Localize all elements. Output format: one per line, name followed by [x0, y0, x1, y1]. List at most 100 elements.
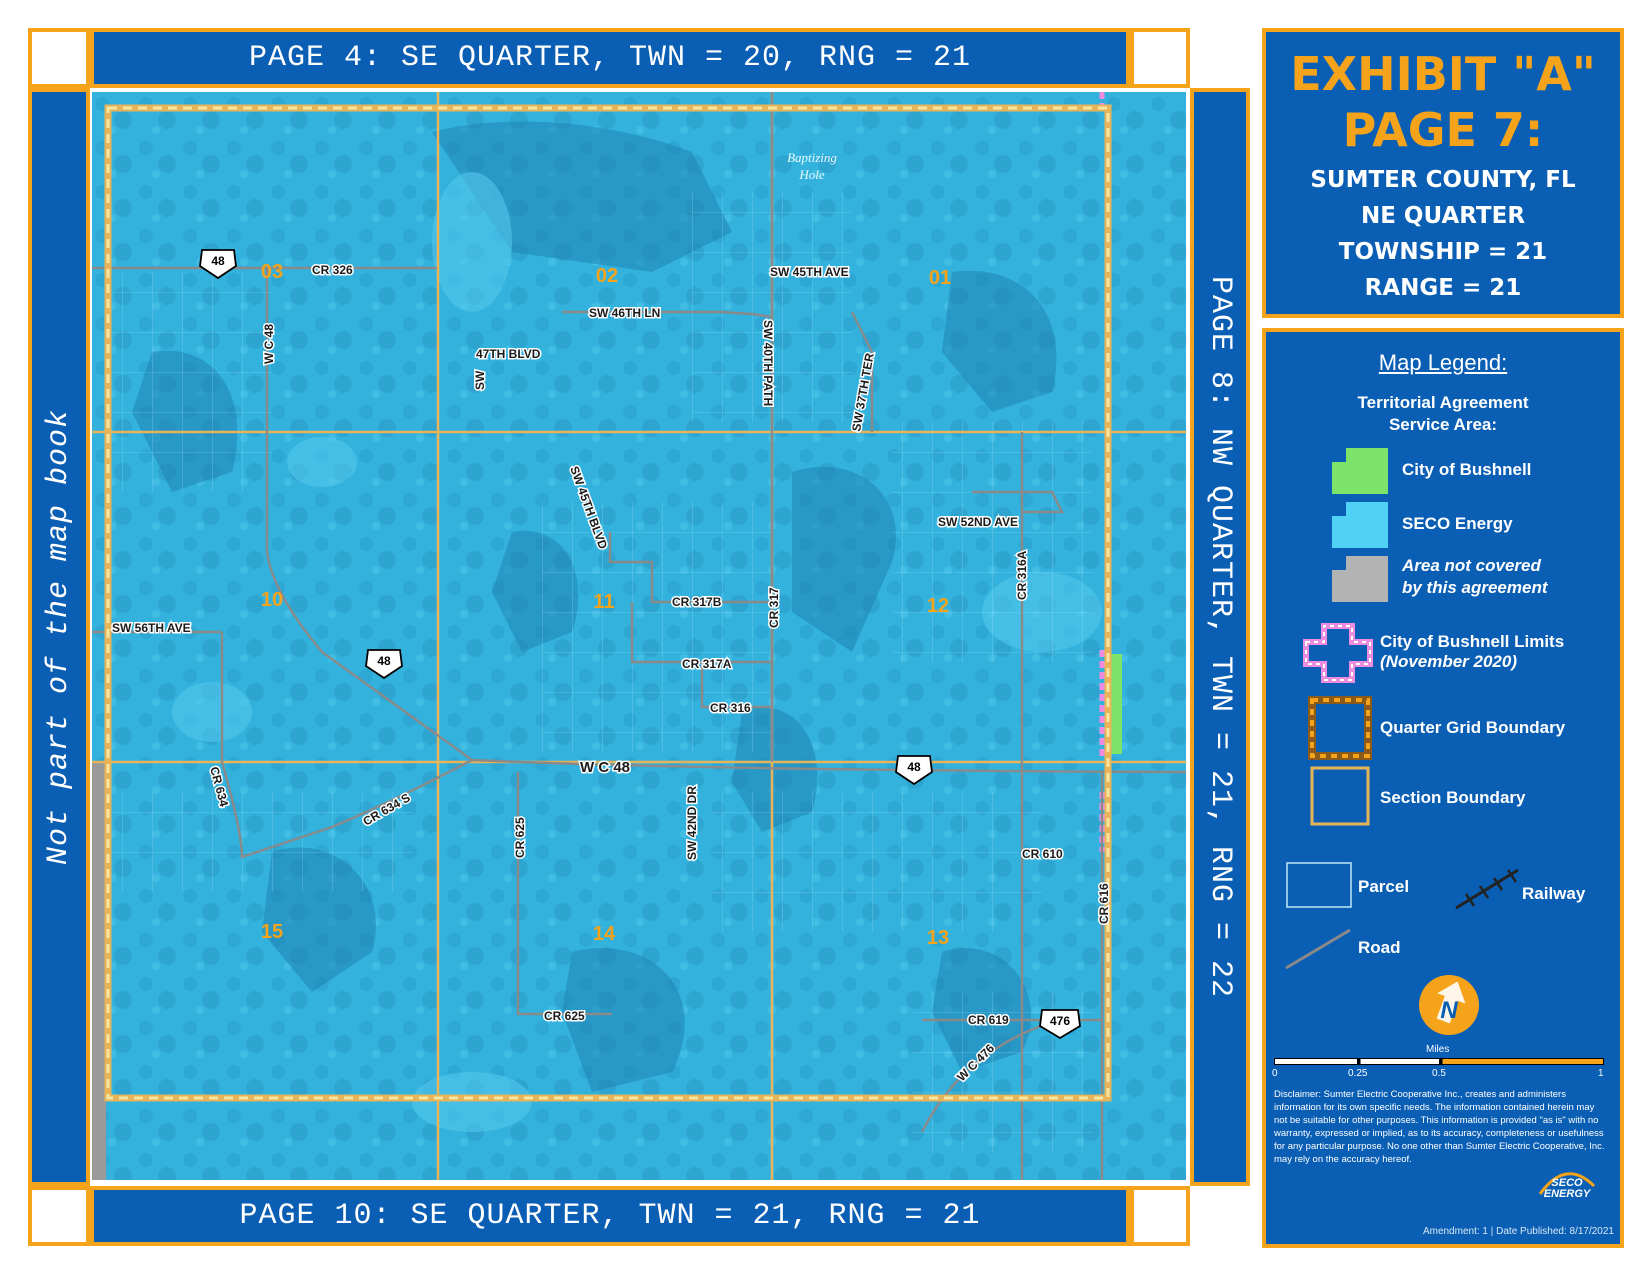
route-shield-48b: 48: [365, 649, 403, 680]
bushnell-swatch: [1332, 448, 1388, 494]
seco-logo-icon: [1538, 1172, 1596, 1195]
corner-top-left: [28, 28, 90, 88]
road-label: CR 625: [544, 1009, 585, 1023]
road-label: CR 316A: [1015, 550, 1029, 600]
road-label: CR 317: [767, 587, 781, 628]
road-label: CR 317A: [682, 657, 732, 671]
road-label: SW 46TH LN: [589, 306, 660, 320]
legend-label-section: Section Boundary: [1380, 788, 1526, 807]
legend-label-limits-2: (November 2020): [1380, 652, 1518, 671]
parcel-swatch: [1286, 862, 1352, 908]
section-number: 11: [593, 591, 614, 613]
nav-top-label: PAGE 4: SE QUARTER, TWN = 20, RNG = 21: [248, 41, 972, 75]
section-number: 03: [261, 261, 283, 283]
section-number: 12: [927, 595, 949, 617]
route-shield-48a: 48: [199, 249, 237, 280]
section-number: 10: [261, 589, 283, 611]
section-number: 02: [596, 265, 618, 287]
nav-bottom-label: PAGE 10: SE QUARTER, TWN = 21, RNG = 21: [239, 1199, 981, 1233]
quarter-grid-swatch: [1308, 696, 1372, 760]
route-shield-48c: 48: [895, 755, 933, 786]
road-label: CR 625: [513, 817, 527, 858]
section-number: 15: [261, 921, 283, 943]
shield-number: 48: [211, 254, 225, 268]
map-canvas[interactable]: Baptizing Hole 03 02 01 10 11 12 15 14 1…: [92, 92, 1186, 1180]
disclaimer-text: Disclaimer: Sumter Electric Cooperative …: [1274, 1089, 1605, 1165]
not-covered-swatch: [1332, 556, 1388, 602]
road-label: 47TH BLVD: [476, 347, 541, 361]
route-shield-476: 476: [1039, 1009, 1081, 1040]
corner-bottom-left: [28, 1186, 90, 1246]
title-panel: EXHIBIT "A" PAGE 7: SUMTER COUNTY, FL NE…: [1262, 28, 1624, 318]
shield-number: 48: [907, 760, 921, 774]
county-label: SUMTER COUNTY, FL: [1310, 167, 1576, 193]
section-number: 01: [929, 267, 951, 289]
nav-left-panel: Not part of the map book: [28, 88, 90, 1186]
scale-tick-1: 1: [1598, 1068, 1604, 1079]
legend-label-railway: Railway: [1522, 884, 1586, 903]
north-label: N: [1440, 997, 1458, 1024]
road-label: CR 616: [1097, 883, 1111, 924]
scale-tick-05: 0.5: [1432, 1068, 1446, 1079]
road-label: W C 48: [262, 324, 276, 364]
nav-left-label: Not part of the map book: [42, 408, 76, 866]
north-arrow-icon: N: [1419, 975, 1479, 1035]
shield-number: 476: [1050, 1014, 1070, 1028]
road-label: SW 45TH AVE: [770, 265, 849, 279]
legend-label-seco: SECO Energy: [1402, 514, 1513, 533]
legend-label-road: Road: [1358, 938, 1401, 957]
legend-label-not-covered-1: Area not covered: [1402, 556, 1541, 575]
road-label: SW 56TH AVE: [112, 621, 191, 635]
legend-label-bushnell: City of Bushnell: [1402, 460, 1532, 479]
legend-title: Map Legend:: [1378, 350, 1508, 375]
road-label: SW 40TH PATH: [761, 320, 775, 406]
road-label: CR 316: [710, 701, 751, 715]
legend-label-limits-1: City of Bushnell Limits: [1380, 632, 1565, 651]
section-swatch: [1310, 766, 1370, 826]
road-label: SW 52ND AVE: [938, 515, 1018, 529]
road-label: CR 326: [312, 263, 353, 277]
road-label: CR 317B: [672, 595, 722, 609]
legend-subtitle-line2: Service Area:: [1388, 415, 1498, 434]
section-number: 14: [593, 923, 616, 945]
road-label: CR 610: [1022, 847, 1063, 861]
scale-tick-025: 0.25: [1348, 1068, 1368, 1079]
logo-text: SECO ENERGY: [1543, 1177, 1591, 1200]
water-label-line1: Baptizing: [787, 150, 837, 165]
exhibit-title: EXHIBIT "A": [1290, 47, 1596, 101]
shield-number: 48: [377, 654, 391, 668]
seco-swatch: [1332, 502, 1388, 548]
area-not-covered-strip: [92, 762, 106, 1180]
legend-label-quarter-grid: Quarter Grid Boundary: [1380, 718, 1566, 737]
nav-right-label: PAGE 8: NW QUARTER, TWN = 21, RNG = 22: [1203, 275, 1237, 999]
railway-swatch: [1455, 868, 1519, 910]
section-number: 13: [927, 927, 949, 949]
corner-bottom-right: [1130, 1186, 1190, 1246]
legend-subtitle-line1: Territorial Agreement: [1357, 393, 1529, 412]
nav-right-page-link[interactable]: PAGE 8: NW QUARTER, TWN = 21, RNG = 22: [1190, 88, 1250, 1186]
road-label: W C 48: [580, 759, 630, 776]
scale-unit: Miles: [1426, 1044, 1450, 1055]
corner-top-right: [1130, 28, 1190, 88]
seco-energy-logo: SECO ENERGY: [1536, 1164, 1598, 1206]
legend-label-parcel: Parcel: [1358, 877, 1410, 896]
range-label: RANGE = 21: [1364, 275, 1522, 301]
roads: [92, 92, 1186, 1180]
road-label: SW: [473, 370, 487, 390]
section-numbers: 03 02 01 10 11 12 15 14 13: [261, 261, 951, 949]
legend-label-not-covered-2: by this agreement: [1402, 578, 1548, 597]
nav-bottom-page-link[interactable]: PAGE 10: SE QUARTER, TWN = 21, RNG = 21: [90, 1186, 1130, 1246]
township-label: TOWNSHIP = 21: [1338, 239, 1548, 265]
legend-panel: Map Legend: Territorial Agreement Servic…: [1262, 328, 1624, 1248]
bushnell-limits-swatch: [1303, 623, 1373, 683]
nav-top-page-link[interactable]: PAGE 4: SE QUARTER, TWN = 20, RNG = 21: [90, 28, 1130, 88]
publish-footer: Amendment: 1 | Date Published: 8/17/2021: [1422, 1226, 1614, 1237]
road-label: SW 42ND DR: [685, 786, 699, 860]
quarter-label: NE QUARTER: [1360, 203, 1526, 229]
road-swatch: [1285, 928, 1351, 970]
water-label-line2: Hole: [798, 167, 825, 182]
road-label: CR 619: [968, 1013, 1009, 1027]
page-title: PAGE 7:: [1342, 103, 1544, 157]
scale-bar: [1274, 1058, 1604, 1065]
map-svg: Baptizing Hole 03 02 01 10 11 12 15 14 1…: [92, 92, 1186, 1180]
